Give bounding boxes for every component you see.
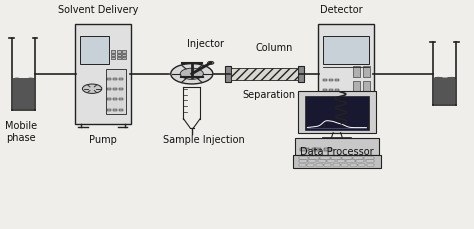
FancyBboxPatch shape (329, 99, 333, 101)
FancyBboxPatch shape (365, 157, 374, 159)
FancyBboxPatch shape (356, 160, 364, 162)
Circle shape (208, 61, 214, 64)
FancyBboxPatch shape (363, 66, 371, 77)
Text: Data Processor: Data Processor (300, 147, 374, 157)
FancyBboxPatch shape (353, 97, 360, 109)
FancyBboxPatch shape (337, 160, 345, 162)
FancyBboxPatch shape (308, 160, 316, 162)
FancyBboxPatch shape (107, 78, 111, 80)
FancyBboxPatch shape (333, 164, 340, 166)
FancyBboxPatch shape (318, 160, 326, 162)
Text: Column: Column (255, 44, 292, 53)
FancyBboxPatch shape (323, 36, 369, 64)
FancyBboxPatch shape (299, 160, 307, 162)
FancyBboxPatch shape (295, 138, 379, 155)
FancyBboxPatch shape (353, 66, 360, 77)
FancyBboxPatch shape (335, 99, 339, 101)
FancyBboxPatch shape (117, 57, 121, 59)
FancyBboxPatch shape (323, 99, 327, 101)
FancyBboxPatch shape (107, 109, 111, 111)
FancyBboxPatch shape (327, 160, 336, 162)
FancyBboxPatch shape (335, 79, 339, 81)
FancyBboxPatch shape (323, 79, 327, 81)
FancyBboxPatch shape (119, 109, 123, 111)
Text: Injector: Injector (187, 39, 224, 49)
FancyBboxPatch shape (119, 98, 123, 101)
FancyBboxPatch shape (117, 54, 121, 56)
FancyBboxPatch shape (350, 164, 357, 166)
FancyBboxPatch shape (119, 88, 123, 90)
FancyBboxPatch shape (367, 164, 374, 166)
Text: Pump: Pump (89, 135, 117, 145)
Text: Sample Injection: Sample Injection (163, 135, 245, 145)
FancyBboxPatch shape (298, 66, 304, 82)
FancyBboxPatch shape (329, 79, 333, 81)
FancyBboxPatch shape (323, 89, 327, 91)
Text: Detector: Detector (320, 5, 363, 15)
Text: Solvent Delivery: Solvent Delivery (58, 5, 138, 15)
FancyBboxPatch shape (75, 24, 131, 124)
FancyBboxPatch shape (335, 89, 339, 91)
FancyBboxPatch shape (341, 164, 348, 166)
FancyBboxPatch shape (353, 157, 363, 159)
FancyBboxPatch shape (225, 66, 231, 82)
FancyBboxPatch shape (299, 164, 306, 166)
FancyBboxPatch shape (310, 157, 319, 159)
FancyBboxPatch shape (346, 160, 355, 162)
Circle shape (82, 84, 102, 93)
FancyBboxPatch shape (113, 78, 117, 80)
FancyBboxPatch shape (363, 97, 371, 109)
FancyBboxPatch shape (331, 157, 341, 159)
FancyBboxPatch shape (122, 54, 127, 56)
FancyBboxPatch shape (342, 157, 352, 159)
FancyBboxPatch shape (316, 164, 323, 166)
FancyBboxPatch shape (111, 50, 115, 52)
FancyBboxPatch shape (363, 82, 371, 93)
FancyBboxPatch shape (307, 164, 314, 166)
Circle shape (171, 64, 213, 84)
FancyBboxPatch shape (122, 50, 127, 52)
FancyBboxPatch shape (122, 57, 127, 59)
FancyBboxPatch shape (324, 164, 331, 166)
FancyBboxPatch shape (113, 88, 117, 90)
FancyBboxPatch shape (111, 54, 115, 56)
Circle shape (180, 68, 203, 79)
FancyBboxPatch shape (113, 109, 117, 111)
FancyBboxPatch shape (335, 109, 339, 112)
FancyBboxPatch shape (111, 57, 115, 59)
FancyBboxPatch shape (312, 148, 320, 151)
FancyBboxPatch shape (13, 79, 34, 109)
FancyBboxPatch shape (113, 98, 117, 101)
FancyBboxPatch shape (298, 91, 376, 133)
FancyBboxPatch shape (106, 69, 126, 114)
FancyBboxPatch shape (119, 78, 123, 80)
FancyBboxPatch shape (365, 160, 374, 162)
FancyBboxPatch shape (293, 155, 381, 168)
FancyBboxPatch shape (107, 98, 111, 101)
FancyBboxPatch shape (329, 89, 333, 91)
FancyBboxPatch shape (323, 109, 327, 112)
FancyBboxPatch shape (231, 68, 298, 80)
FancyBboxPatch shape (80, 36, 109, 64)
FancyBboxPatch shape (353, 82, 360, 93)
FancyBboxPatch shape (324, 148, 332, 151)
FancyBboxPatch shape (434, 78, 455, 104)
FancyBboxPatch shape (319, 24, 374, 124)
FancyBboxPatch shape (299, 157, 308, 159)
FancyBboxPatch shape (329, 109, 333, 112)
FancyBboxPatch shape (117, 50, 121, 52)
FancyBboxPatch shape (305, 96, 369, 130)
FancyBboxPatch shape (107, 88, 111, 90)
Text: Mobile
phase: Mobile phase (5, 121, 37, 143)
FancyBboxPatch shape (320, 157, 330, 159)
FancyBboxPatch shape (358, 164, 365, 166)
Text: Separation: Separation (243, 90, 296, 100)
FancyBboxPatch shape (301, 148, 309, 151)
